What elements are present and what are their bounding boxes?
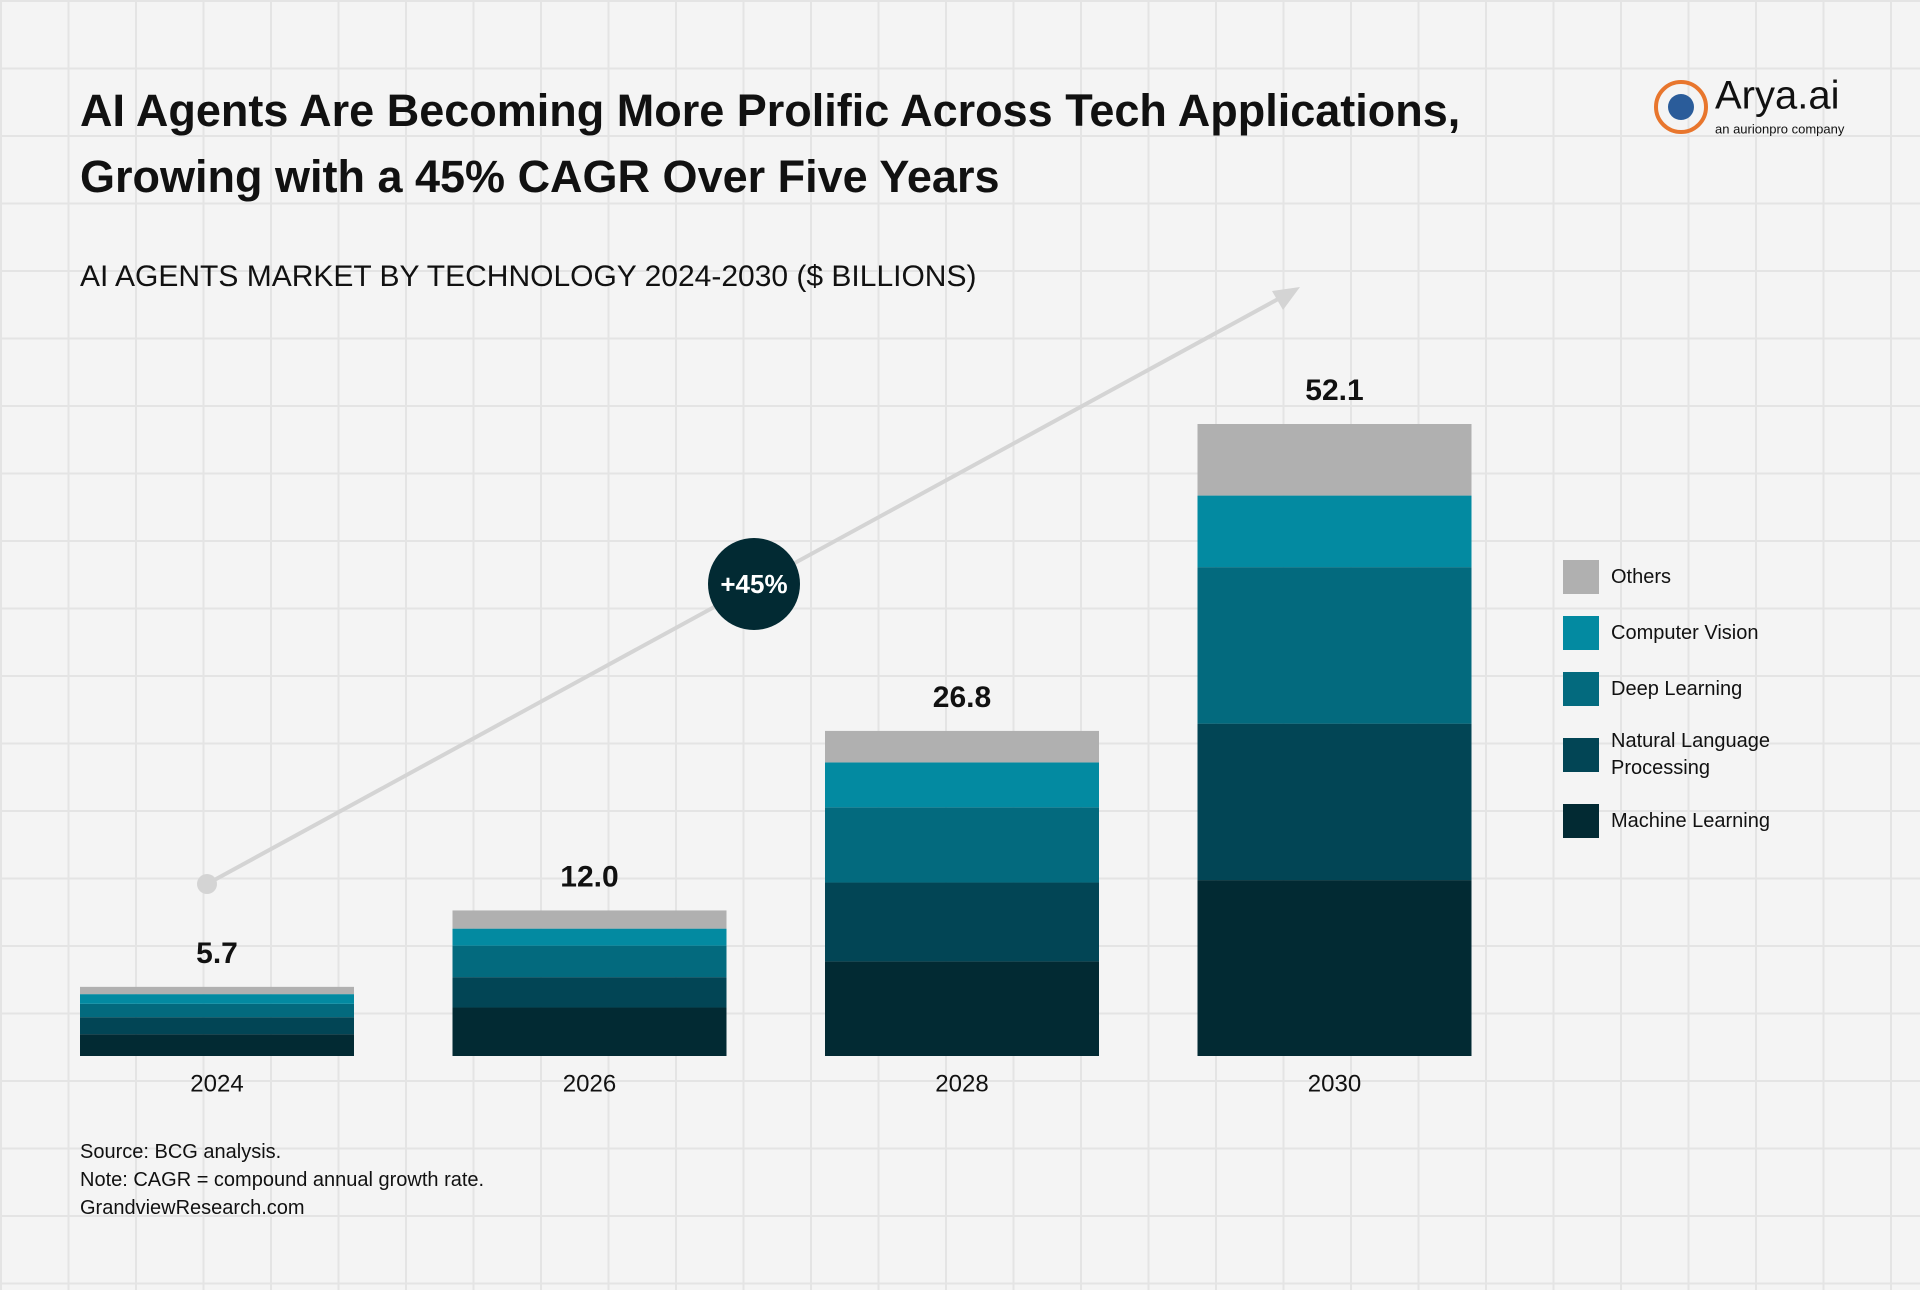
bar-segment (80, 1034, 354, 1056)
x-tick-label: 2026 (563, 1070, 616, 1097)
x-tick-label: 2030 (1308, 1070, 1361, 1097)
legend: Others Computer Vision Deep Learning Natura… (1563, 560, 1823, 860)
legend-label: Machine Learning (1611, 809, 1770, 832)
legend-swatch (1563, 560, 1599, 594)
bar-segment (80, 1017, 354, 1035)
cagr-badge (708, 538, 800, 630)
bar-segment (825, 762, 1099, 808)
bar-segment (1197, 424, 1472, 496)
cagr-label: +45% (720, 569, 787, 599)
legend-swatch (1563, 616, 1599, 650)
total-label: 12.0 (560, 860, 618, 893)
chart-title: Growing with a 45% CAGR Over Five Years (80, 151, 1000, 202)
legend-label: Others (1611, 565, 1672, 588)
bar-segment (452, 977, 727, 1008)
arrow-start (197, 874, 217, 894)
total-label: 26.8 (933, 681, 991, 714)
bar-segment (825, 730, 1099, 763)
bar-segment (1197, 880, 1472, 1056)
legend-item: Others (1563, 560, 1823, 594)
logo-icon (1654, 80, 1708, 134)
legend-swatch (1563, 804, 1599, 838)
chart-subtitle: AI AGENTS MARKET BY TECHNOLOGY 2024-2030… (80, 260, 976, 293)
legend-label: Computer Vision (1611, 621, 1759, 644)
total-label: 52.1 (1305, 374, 1363, 407)
legend-item: Deep Learning (1563, 672, 1823, 706)
bar-segment (80, 986, 354, 995)
notes: Source: BCG analysis. Note: CAGR = compo… (80, 1138, 484, 1222)
legend-item: Computer Vision (1563, 616, 1823, 650)
chart-title: AI Agents Are Becoming More Prolific Acr… (80, 85, 1460, 136)
bar-segment (1197, 567, 1472, 724)
bar-segment (452, 910, 727, 929)
bar-segment (825, 882, 1099, 962)
bar-segment (452, 1007, 727, 1056)
x-tick-label: 2024 (190, 1070, 243, 1097)
bar-segment (825, 807, 1099, 883)
x-tick-label: 2028 (935, 1070, 988, 1097)
legend-label: Natural Language Processing (1611, 730, 1771, 779)
arrow-head (1272, 287, 1300, 310)
total-label: 5.7 (196, 937, 238, 970)
bar-segment (1197, 495, 1472, 568)
legend-item: Machine Learning (1563, 804, 1823, 838)
legend-item: Natural Language Processing (1563, 728, 1823, 782)
legend-label: Deep Learning (1611, 677, 1743, 700)
logo: Arya.ai an aurionpro company (1654, 74, 1845, 136)
bar-segment (1197, 723, 1472, 881)
bar-segment (452, 945, 727, 978)
note: GrandviewResearch.com (80, 1197, 305, 1219)
bar-segment (825, 961, 1099, 1056)
legend-swatch (1563, 738, 1599, 772)
bar-segment (80, 1003, 354, 1018)
note: Source: BCG analysis. (80, 1141, 282, 1163)
logo-tagline: an aurionpro company (1715, 121, 1845, 136)
bar-segment (452, 928, 727, 946)
logo-name: Arya.ai (1715, 74, 1840, 118)
bar-segment (80, 994, 354, 1004)
logo-icon (1668, 94, 1694, 120)
note: Note: CAGR = compound annual growth rate… (80, 1169, 485, 1191)
legend-swatch (1563, 672, 1599, 706)
